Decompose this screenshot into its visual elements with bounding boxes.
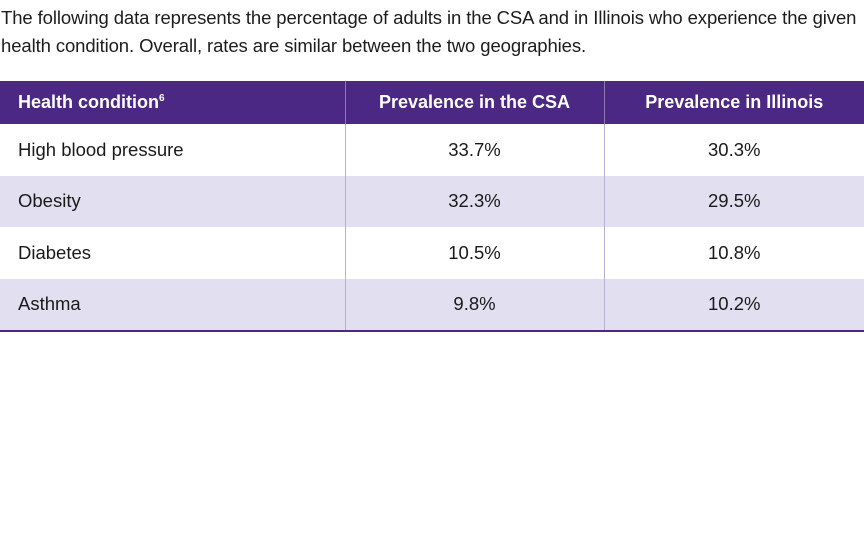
header-prevalence-illinois: Prevalence in Illinois bbox=[604, 81, 864, 124]
cell-condition: High blood pressure bbox=[0, 124, 346, 176]
header-prevalence-csa: Prevalence in the CSA bbox=[345, 81, 605, 124]
cell-prevalence-csa: 32.3% bbox=[345, 175, 605, 227]
cell-condition: Asthma bbox=[0, 278, 346, 332]
cell-prevalence-illinois: 10.2% bbox=[604, 278, 864, 332]
health-conditions-table: Health condition6 Prevalence in the CSA … bbox=[0, 81, 864, 332]
table-row: Asthma 9.8% 10.2% bbox=[0, 278, 864, 332]
intro-paragraph: The following data represents the percen… bbox=[1, 7, 857, 56]
health-conditions-table-container: Health condition6 Prevalence in the CSA … bbox=[0, 81, 864, 332]
cell-prevalence-illinois: 30.3% bbox=[604, 124, 864, 176]
cell-condition: Diabetes bbox=[0, 227, 346, 279]
table-row: Obesity 32.3% 29.5% bbox=[0, 175, 864, 227]
cell-prevalence-csa: 9.8% bbox=[345, 278, 605, 332]
cell-prevalence-csa: 10.5% bbox=[345, 227, 605, 279]
table-row: High blood pressure 33.7% 30.3% bbox=[0, 124, 864, 176]
table-row: Diabetes 10.5% 10.8% bbox=[0, 227, 864, 279]
table-header-row: Health condition6 Prevalence in the CSA … bbox=[0, 81, 864, 124]
cell-condition: Obesity bbox=[0, 175, 346, 227]
cell-prevalence-illinois: 10.8% bbox=[604, 227, 864, 279]
header-health-condition-label: Health condition bbox=[18, 92, 159, 112]
cell-prevalence-illinois: 29.5% bbox=[604, 175, 864, 227]
cell-prevalence-csa: 33.7% bbox=[345, 124, 605, 176]
header-health-condition: Health condition6 bbox=[0, 81, 346, 124]
footnote-marker: 6 bbox=[159, 93, 165, 104]
